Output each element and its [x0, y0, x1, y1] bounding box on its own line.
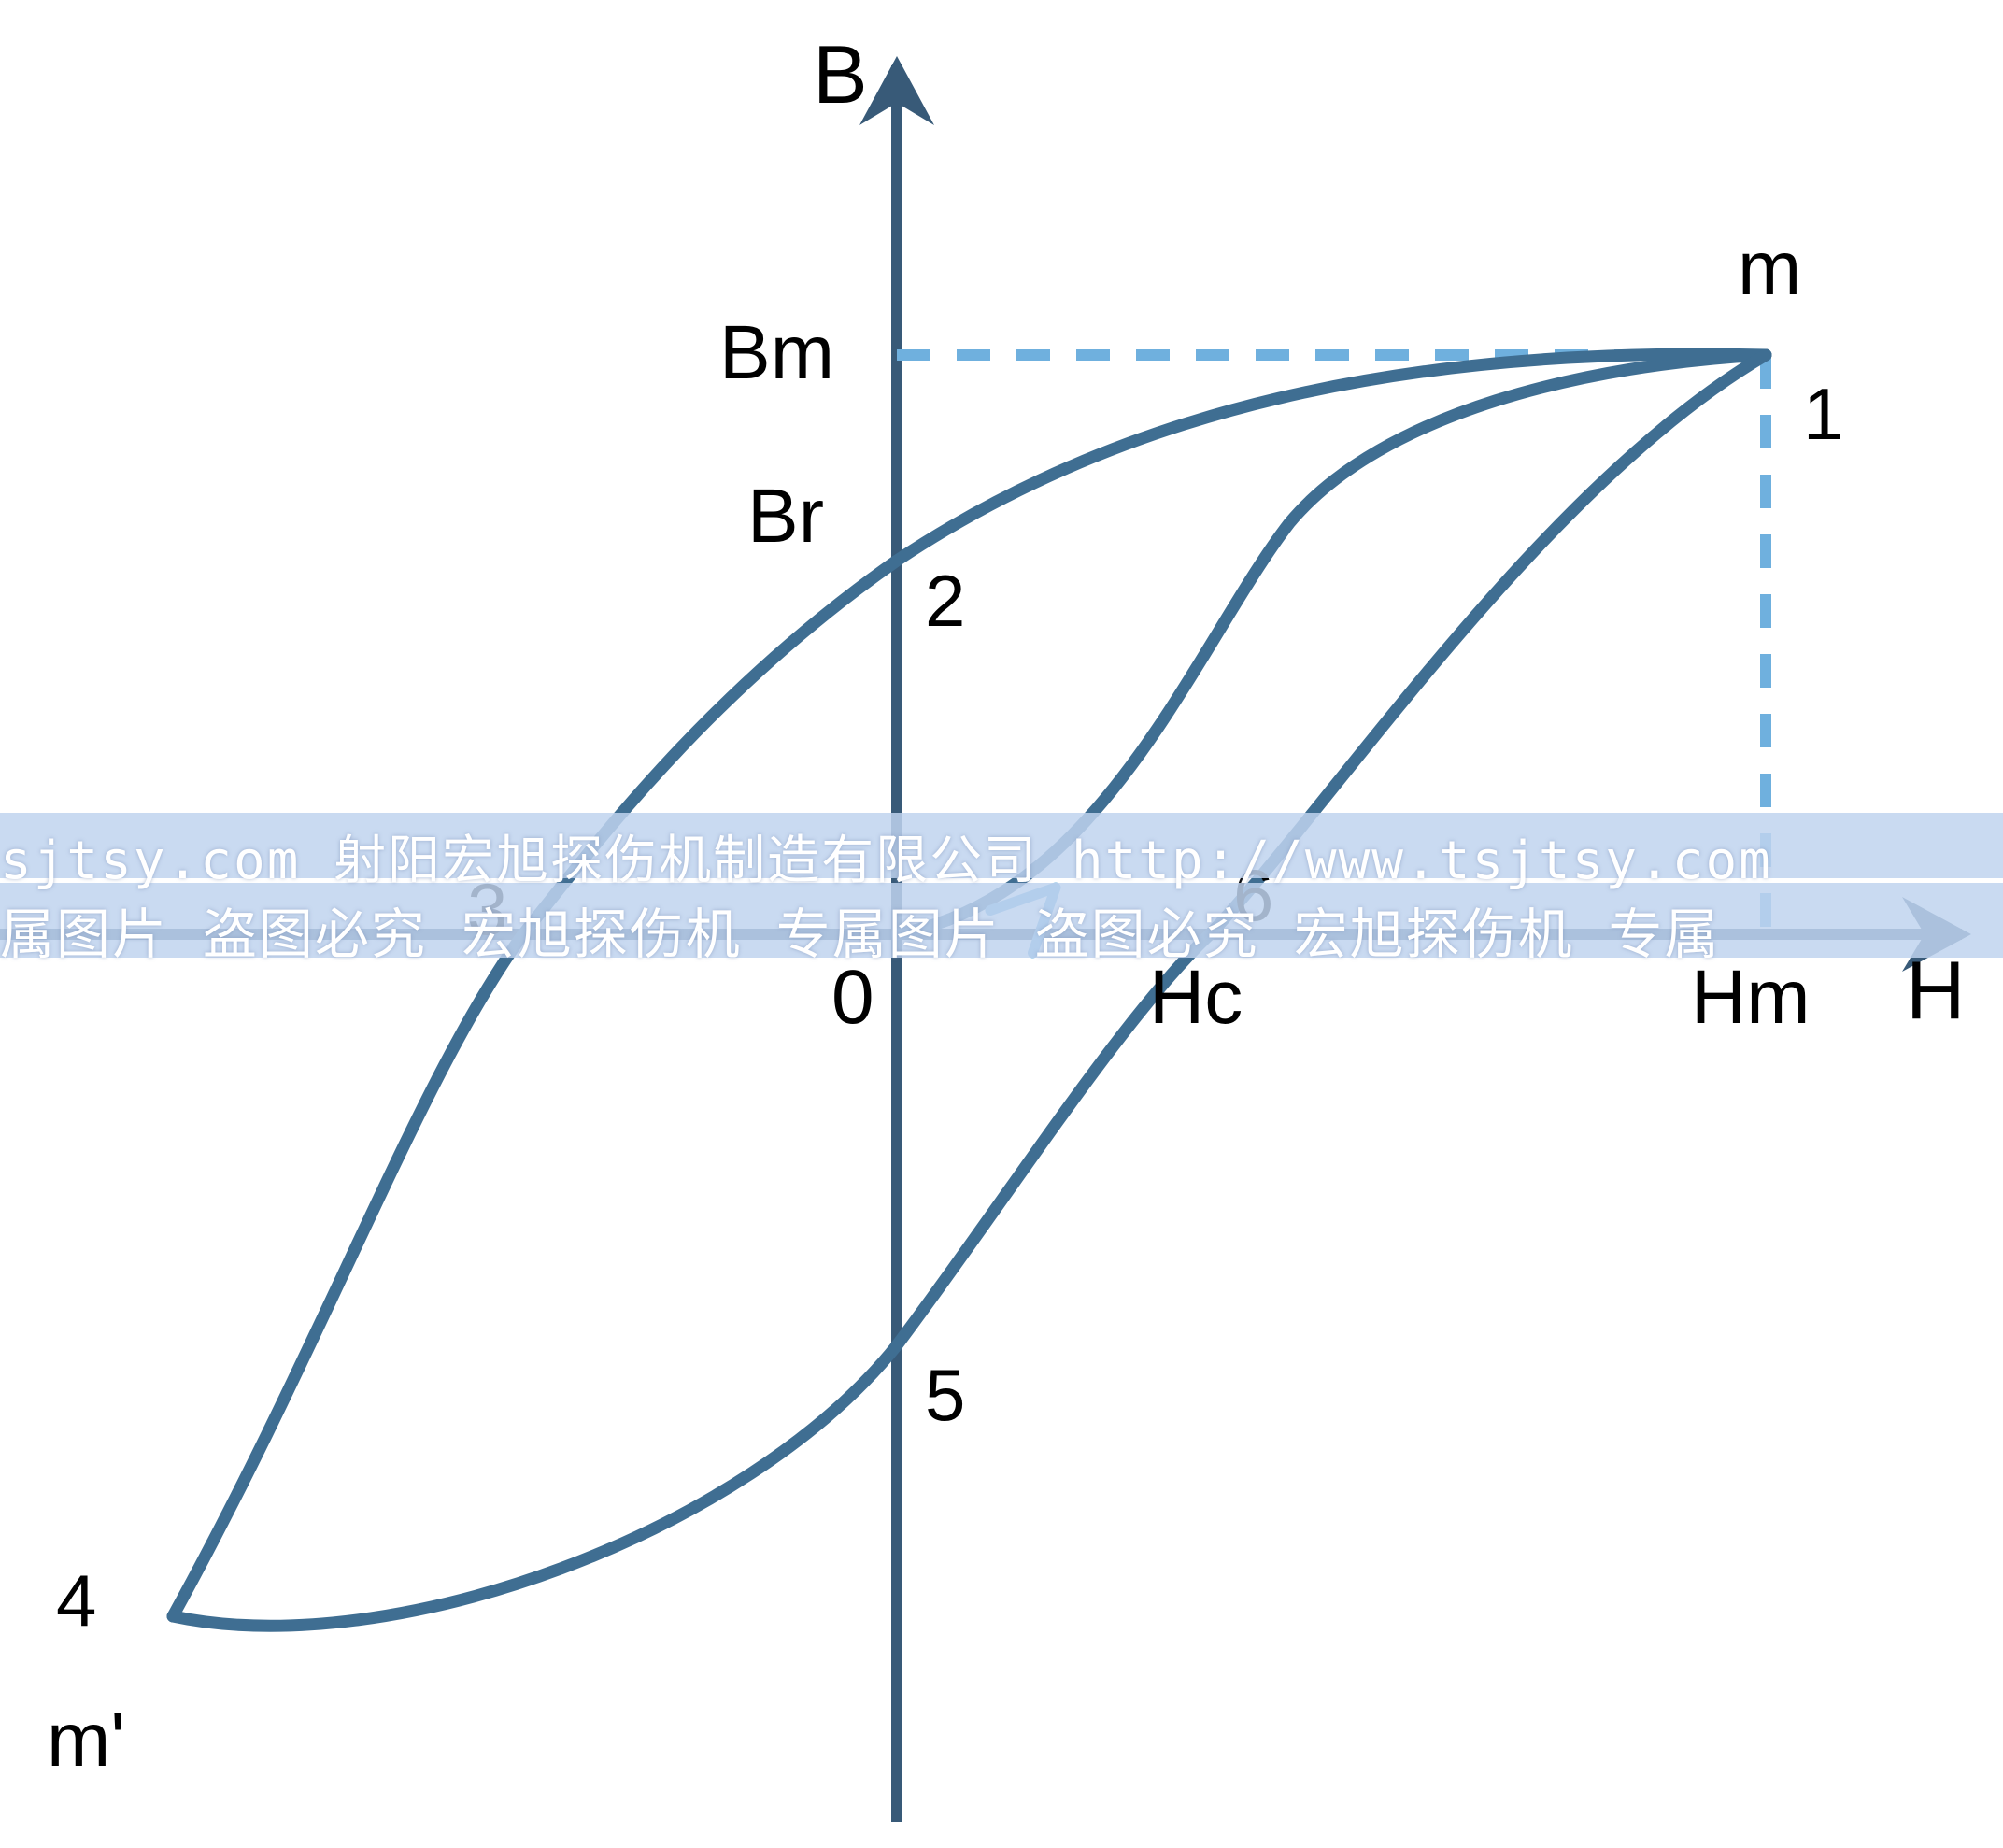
b-axis-label: B — [813, 28, 868, 121]
bm-label: Bm — [719, 310, 834, 395]
lower-loop-curve — [173, 355, 1766, 1626]
point-2-label: 2 — [925, 560, 965, 642]
m-prime-point-label: m' — [47, 1698, 125, 1783]
upper-loop-curve — [173, 354, 1766, 1616]
point-1-label: 1 — [1803, 373, 1843, 455]
m-point-label: m — [1738, 226, 1801, 311]
watermark-text-2: 属图片 盗图必究 宏旭探伤机 专属图片 盗图必究 宏旭探伤机 专属 — [0, 890, 2003, 969]
point-5-label: 5 — [925, 1354, 965, 1436]
point-4-label: 4 — [56, 1559, 96, 1642]
watermark-text-1: sjtsy.com 射阳宏旭探伤机制造有限公司 http://www.tsjts… — [0, 818, 2003, 894]
br-label: Br — [747, 474, 824, 559]
